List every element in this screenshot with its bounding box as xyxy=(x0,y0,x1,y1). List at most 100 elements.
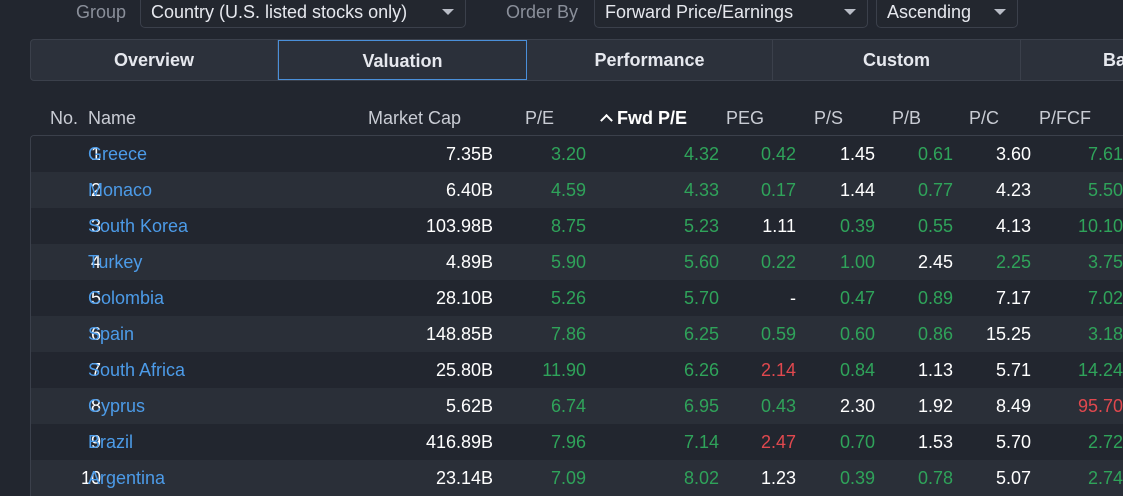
cell-pe: 4.59 xyxy=(550,180,586,200)
cell-pc: 7.17 xyxy=(995,288,1031,308)
cell-pe: 8.75 xyxy=(550,216,586,236)
cell-market-cap: 4.89B xyxy=(445,252,493,272)
cell-peg: 1.11 xyxy=(762,216,796,236)
cell-fwd-pe: 4.32 xyxy=(683,144,719,164)
cell-peg: 0.59 xyxy=(760,324,796,344)
col-market-cap[interactable]: Market Cap xyxy=(367,108,461,128)
cell-market-cap: 5.62B xyxy=(445,396,493,416)
cell-no: 7 xyxy=(90,360,101,380)
cell-ps: 1.44 xyxy=(839,180,875,200)
cell-pb: 2.45 xyxy=(917,252,953,272)
cell-name[interactable]: Colombia xyxy=(88,288,165,308)
cell-market-cap: 103.98B xyxy=(425,216,493,236)
cell-pfcf: 7.61 xyxy=(1087,144,1123,164)
table-row[interactable]: 3 South Korea 103.98B 8.75 5.23 1.11 0.39 0.55 4… xyxy=(31,208,1123,244)
col-fwd-pe-label: Fwd P/E xyxy=(616,108,687,128)
cell-market-cap: 416.89B xyxy=(425,432,493,452)
cell-peg: 0.43 xyxy=(760,396,796,416)
order-by-select[interactable]: Forward Price/Earnings xyxy=(594,0,868,28)
cell-ps: 1.45 xyxy=(839,144,875,164)
cell-market-cap: 23.14B xyxy=(435,468,493,488)
table-row[interactable]: 10 Argentina 23.14B 7.09 8.02 1.23 0.39 0.78 5.0… xyxy=(31,460,1123,496)
filter-bar: Group Country (U.S. listed stocks only) … xyxy=(0,0,1123,36)
cell-pb: 1.53 xyxy=(917,432,953,452)
cell-pb: 0.86 xyxy=(917,324,953,344)
table-row[interactable]: 4 Turkey 4.89B 5.90 5.60 0.22 1.00 2.45 2.25 3.75 xyxy=(31,244,1123,280)
col-pc[interactable]: P/C xyxy=(968,108,999,128)
cell-pfcf: 5.50 xyxy=(1087,180,1123,200)
cell-pc: 8.49 xyxy=(995,396,1031,416)
cell-pe: 3.20 xyxy=(550,144,586,164)
cell-pe: 5.26 xyxy=(550,288,586,308)
cell-name[interactable]: Spain xyxy=(88,324,135,344)
cell-no: 8 xyxy=(90,396,101,416)
cell-name[interactable]: Greece xyxy=(88,144,148,164)
cell-pfcf: 3.75 xyxy=(1087,252,1123,272)
cell-pe: 7.96 xyxy=(550,432,586,452)
cell-pfcf: 95.70 xyxy=(1077,396,1123,416)
table-row[interactable]: 5 Colombia 28.10B 5.26 5.70 - 0.47 0.89 7.17 7.02 xyxy=(31,280,1123,316)
col-pfcf[interactable]: P/FCF xyxy=(1039,108,1091,128)
cell-name[interactable]: Argentina xyxy=(88,468,166,488)
cell-no: 9 xyxy=(90,432,101,452)
tab-overview[interactable]: Overview xyxy=(31,40,278,80)
table-row[interactable]: 6 Spain 148.85B 7.86 6.25 0.59 0.60 0.86 15.25 3.… xyxy=(31,316,1123,352)
cell-pc: 3.60 xyxy=(995,144,1031,164)
cell-name[interactable]: Monaco xyxy=(88,180,153,200)
cell-pc: 15.25 xyxy=(985,324,1031,344)
direction-select[interactable]: Ascending xyxy=(876,0,1018,28)
cell-ps: 0.70 xyxy=(839,432,875,452)
sort-ascending-icon xyxy=(600,113,613,127)
view-tabs: Overview Valuation Performance Custom Ba xyxy=(30,39,1123,81)
cell-pe: 7.86 xyxy=(550,324,586,344)
table-row[interactable]: 7 South Africa 25.80B 11.90 6.26 2.14 0.84 1.13… xyxy=(31,352,1123,388)
cell-ps: 0.60 xyxy=(839,324,875,344)
cell-pb: 0.55 xyxy=(917,216,953,236)
table-row[interactable]: 8 Cyprus 5.62B 6.74 6.95 0.43 2.30 1.92 8.49 95.7… xyxy=(31,388,1123,424)
cell-peg: - xyxy=(790,288,796,308)
cell-pb: 0.61 xyxy=(917,144,953,164)
tab-performance[interactable]: Performance xyxy=(527,40,773,80)
col-pb[interactable]: P/B xyxy=(891,108,921,128)
cell-pe: 7.09 xyxy=(550,468,586,488)
col-peg[interactable]: PEG xyxy=(725,108,764,128)
table-row[interactable]: 9 Brazil 416.89B 7.96 7.14 2.47 0.70 1.53 5.70 2.… xyxy=(31,424,1123,460)
group-select[interactable]: Country (U.S. listed stocks only) xyxy=(140,0,466,28)
cell-name[interactable]: Turkey xyxy=(88,252,143,272)
cell-peg: 0.17 xyxy=(760,180,796,200)
table-row[interactable]: 2 Monaco 6.40B 4.59 4.33 0.17 1.44 0.77 4.23 5.50 xyxy=(31,172,1123,208)
cell-no: 1 xyxy=(90,144,101,164)
tab-partial[interactable]: Ba xyxy=(1103,50,1123,70)
cell-pb: 1.92 xyxy=(917,396,953,416)
group-label: Group xyxy=(76,2,127,22)
col-fwd-pe[interactable]: Fwd P/E xyxy=(600,108,687,129)
col-ps[interactable]: P/S xyxy=(813,108,843,128)
cell-ps: 0.39 xyxy=(839,216,875,236)
cell-market-cap: 148.85B xyxy=(425,324,493,344)
cell-name[interactable]: Brazil xyxy=(88,432,134,452)
table-row[interactable]: 1 Greece 7.35B 3.20 4.32 0.42 1.45 0.61 3.60 7.61 xyxy=(31,136,1123,172)
cell-ps: 1.00 xyxy=(839,252,875,272)
cell-peg: 0.22 xyxy=(760,252,796,272)
tab-custom[interactable]: Custom xyxy=(773,40,1021,80)
cell-name[interactable]: South Africa xyxy=(88,360,186,380)
direction-select-value: Ascending xyxy=(887,2,972,22)
cell-pb: 1.13 xyxy=(917,360,953,380)
tab-valuation[interactable]: Valuation xyxy=(278,40,527,80)
group-select-value: Country (U.S. listed stocks only) xyxy=(151,2,408,22)
cell-market-cap: 28.10B xyxy=(435,288,493,308)
cell-no: 6 xyxy=(90,324,101,344)
col-pe[interactable]: P/E xyxy=(524,108,554,128)
cell-name[interactable]: South Korea xyxy=(88,216,189,236)
cell-fwd-pe: 6.25 xyxy=(683,324,719,344)
table-header: No. Name Market Cap P/E Fwd P/E PEG P/S … xyxy=(30,104,1123,134)
cell-pfcf: 7.02 xyxy=(1087,288,1123,308)
cell-ps: 0.84 xyxy=(839,360,875,380)
cell-name[interactable]: Cyprus xyxy=(88,396,146,416)
cell-peg: 2.14 xyxy=(760,360,796,380)
col-no[interactable]: No. xyxy=(50,108,79,128)
cell-ps: 0.39 xyxy=(839,468,875,488)
chevron-down-icon xyxy=(994,9,1006,15)
cell-pfcf: 2.72 xyxy=(1087,432,1123,452)
col-name[interactable]: Name xyxy=(88,108,137,128)
